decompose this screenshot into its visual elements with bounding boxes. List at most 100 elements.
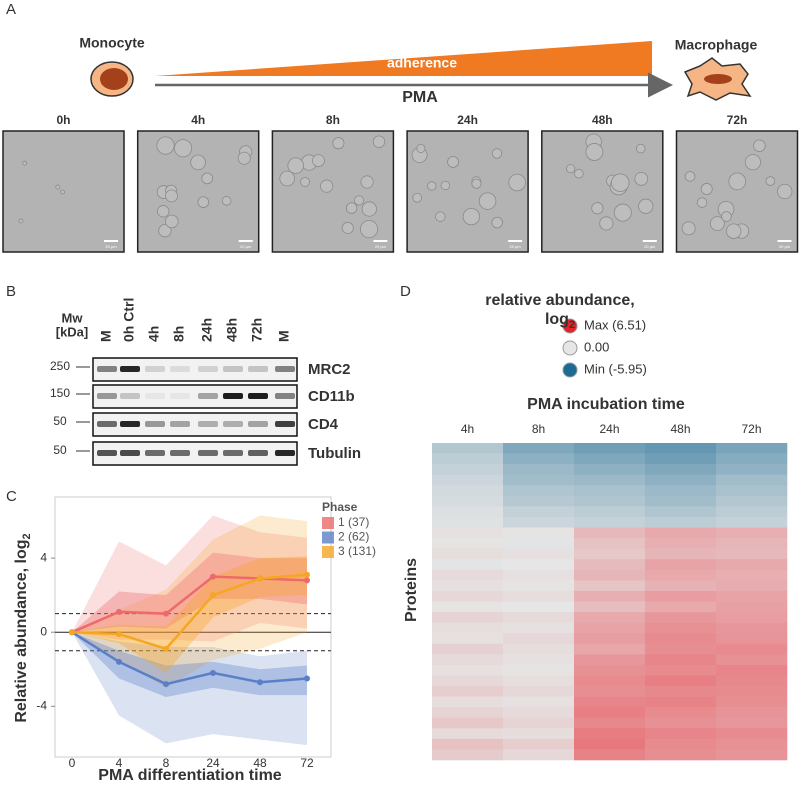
heatmap-cell [503, 738, 575, 750]
cell [353, 195, 365, 206]
heatmap-cell [645, 590, 717, 602]
heatmap-cell [432, 675, 504, 687]
heatmap-cell [645, 569, 717, 581]
lane-label: 48h [224, 318, 240, 342]
point [69, 629, 75, 636]
point [163, 610, 169, 617]
scale-bar-label: 20 µm [105, 244, 117, 249]
cell [478, 192, 497, 210]
cell [638, 198, 654, 214]
heatmap-cell [645, 538, 717, 549]
heatmap-cell [503, 590, 575, 602]
heatmap-cell [645, 527, 717, 539]
heatmap-cell [645, 506, 717, 518]
nucleus-icon [100, 68, 128, 90]
cell [634, 171, 649, 186]
heatmap-cell [432, 664, 504, 676]
heatmap-cell [716, 728, 788, 740]
heatmap-cell [503, 686, 575, 697]
heatmap-cell [716, 717, 788, 729]
heatmap-cell [432, 738, 504, 750]
timepoint-label: 0h [56, 113, 70, 127]
band [145, 450, 165, 456]
heatmap-cell [574, 622, 646, 634]
heatmap-cell [432, 506, 504, 518]
cell [360, 220, 379, 239]
heatmap-cell [503, 548, 575, 560]
heatmap-cell [503, 675, 575, 687]
x-tick-label: 48 [253, 756, 267, 770]
timepoint-label: 4h [191, 113, 205, 127]
legend-label: 1 (37) [338, 515, 369, 529]
cell [412, 192, 423, 203]
band [97, 366, 117, 372]
gradient-label: adherence [387, 55, 457, 71]
y-axis-label-text: Relative abundance, log [13, 539, 30, 722]
legend-swatch [322, 517, 334, 529]
point [116, 658, 122, 665]
heatmap-cell [645, 717, 717, 729]
cell [721, 211, 732, 222]
band [97, 393, 117, 399]
x-tick-label: 4h [461, 422, 474, 436]
heatmap-cell [432, 749, 504, 761]
heatmap-cell [432, 696, 504, 708]
cell [60, 189, 65, 195]
heatmap-cell [645, 548, 717, 560]
cell [55, 184, 61, 190]
cell [300, 177, 310, 187]
cell [725, 223, 742, 239]
band [223, 366, 243, 372]
y-tick-label: 0 [40, 624, 47, 638]
x-tick-label: 24 [206, 756, 220, 770]
heatmap-cell [432, 717, 504, 729]
micrograph [406, 130, 529, 253]
cell [566, 164, 576, 174]
heatmap-cell [645, 633, 717, 645]
heatmap-cell [574, 538, 646, 549]
cell [427, 181, 437, 191]
heatmap-cell [432, 633, 504, 645]
heatmap-cell [645, 559, 717, 571]
blot [92, 441, 298, 466]
x-tick-label: 0 [69, 756, 76, 770]
heatmap-cell [432, 516, 504, 528]
cell [753, 139, 766, 152]
band [72, 515, 307, 688]
point [116, 631, 122, 638]
cell [156, 136, 175, 155]
x-tick-label: 48h [670, 422, 690, 436]
heatmap-cell [716, 516, 788, 528]
cell [684, 171, 696, 182]
heatmap-cell [503, 643, 575, 655]
point [163, 645, 169, 652]
cell [361, 201, 377, 217]
heatmap-cell [503, 622, 575, 634]
legend-label: Min (-5.95) [584, 361, 647, 376]
heatmap-cell [645, 675, 717, 687]
point [304, 675, 310, 682]
band [248, 421, 268, 427]
band [223, 450, 243, 456]
panel-label: C [6, 488, 17, 505]
heatmap-cell [574, 728, 646, 740]
heatmap-cell [716, 453, 788, 465]
cell [279, 170, 296, 187]
heatmap-cell [432, 622, 504, 634]
heatmap-cell [645, 580, 717, 592]
cell [777, 183, 793, 200]
heatmap-cell [716, 601, 788, 613]
blot [92, 357, 298, 382]
band [248, 366, 268, 372]
cell [345, 202, 358, 214]
series-line [71, 631, 308, 686]
heatmap-cell [503, 601, 575, 613]
heatmap-cell [716, 495, 788, 507]
heatmap-cell [432, 485, 504, 497]
heatmap-cell [574, 717, 646, 729]
band [145, 421, 165, 427]
heatmap-cell [503, 443, 575, 454]
cell [158, 224, 172, 238]
band [275, 421, 295, 427]
heatmap-cell [645, 643, 717, 655]
